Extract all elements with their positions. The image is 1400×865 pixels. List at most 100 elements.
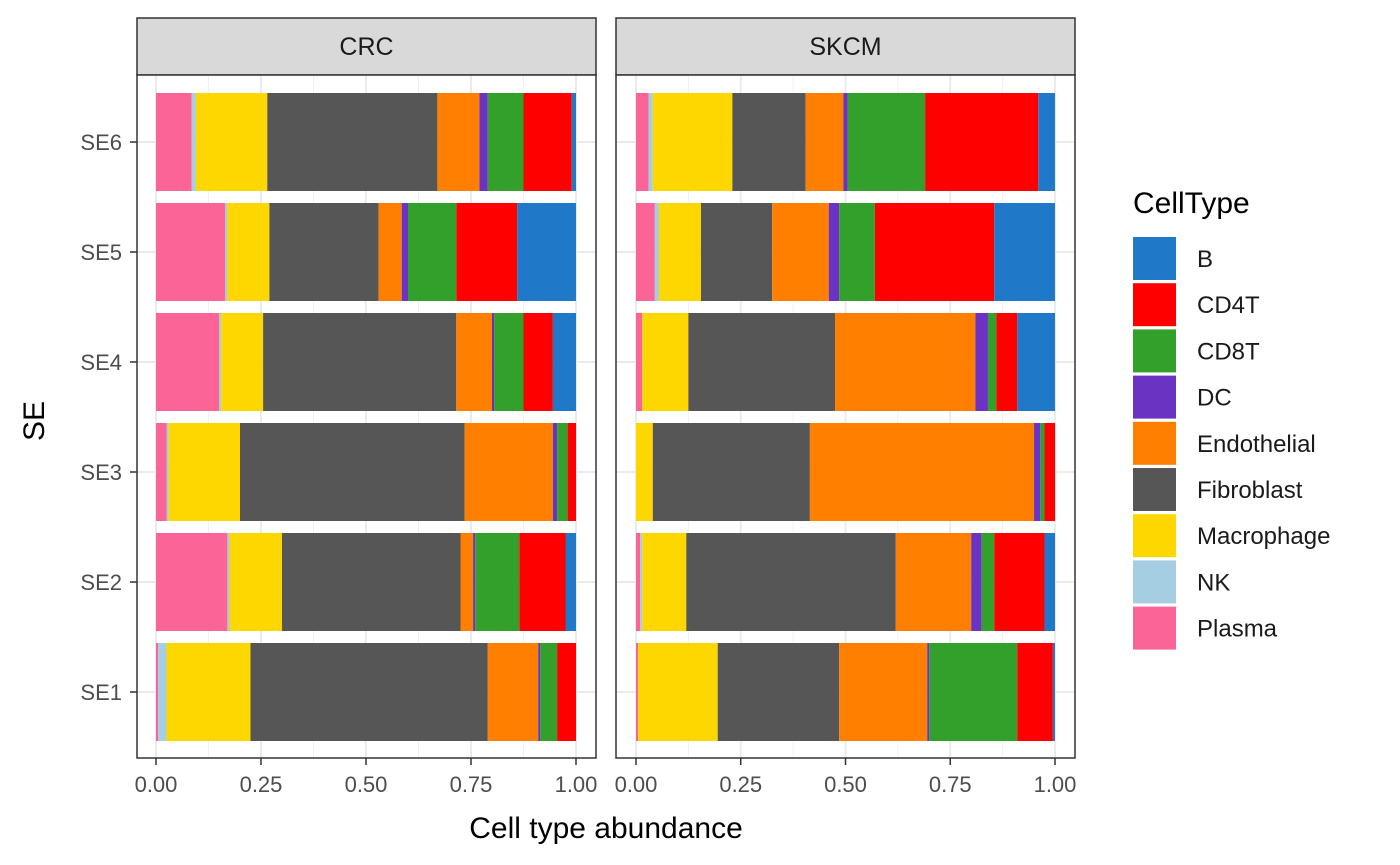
bar-segment-dc	[828, 203, 840, 301]
bar-segment-cd8t	[557, 423, 568, 521]
bar-segment-endothelial	[772, 203, 829, 301]
bar-segment-macrophage	[195, 93, 268, 191]
x-tick-label: 0.50	[824, 772, 867, 797]
bar-segment-b	[1038, 93, 1055, 191]
panel-title-skcm: SKCM	[809, 33, 881, 61]
bar-segment-cd4t	[519, 533, 566, 631]
panel-strip-crc: CRC	[136, 17, 597, 76]
bar-segment-b	[1052, 643, 1055, 741]
bar-segment-cd4t	[996, 313, 1018, 411]
legend-key-cd4t	[1133, 283, 1176, 327]
bar-segment-nk	[166, 423, 169, 521]
x-axis-title: Cell type abundance	[469, 812, 743, 845]
bar-segment-cd4t	[1044, 423, 1055, 521]
bar-segment-macrophage	[652, 93, 733, 191]
x-tick-label: 0.50	[345, 772, 388, 797]
bar-segment-cd8t	[1040, 423, 1045, 521]
bar-segment-endothelial	[487, 643, 539, 741]
bar-segment-plasma	[636, 203, 655, 301]
bar-segment-fibroblast	[688, 313, 836, 411]
bar-segment-endothelial	[460, 533, 474, 631]
bar-segment-fibroblast	[700, 203, 773, 301]
bar-segment-cd4t	[557, 643, 576, 741]
bar-segment-fibroblast	[240, 423, 465, 521]
bar-segment-nk	[225, 203, 228, 301]
bar-segment-cd4t	[994, 533, 1045, 631]
bar-segment-nk	[227, 533, 230, 631]
bar-segment-macrophage	[168, 423, 240, 521]
bar-segment-plasma	[156, 533, 228, 631]
bar-segment-cd8t	[540, 643, 558, 741]
bar-segment-macrophage	[227, 203, 270, 301]
bar-segment-cd8t	[475, 533, 520, 631]
bar-segment-b	[571, 93, 576, 191]
bar-segment-dc	[401, 203, 408, 301]
plot-panel-skcm	[615, 74, 1076, 759]
bar-segment-plasma	[636, 643, 639, 741]
bar-segment-plasma	[156, 93, 192, 191]
bar-segment-cd4t	[1017, 643, 1053, 741]
y-tick-label: SE3	[80, 460, 122, 485]
y-axis: SE1 SE2 SE3 SE4 SE5 SE6	[80, 130, 137, 705]
bar-segment-endothelial	[835, 313, 976, 411]
x-axis-skcm: 0.00 0.25 0.50 0.75 1.00	[615, 758, 1077, 797]
bar-segment-cd4t	[567, 423, 576, 521]
bar-segment-macrophage	[659, 203, 701, 301]
legend-label: NK	[1197, 569, 1230, 596]
bar-segment-nk	[191, 93, 196, 191]
bar-segment-cd4t	[523, 93, 572, 191]
bar-segment-macrophage	[166, 643, 251, 741]
bar-segment-endothelial	[809, 423, 1035, 521]
legend-label: Macrophage	[1197, 523, 1330, 550]
bar-segment-macrophage	[642, 313, 689, 411]
bar-segment-b	[994, 203, 1055, 301]
bar-segment-plasma	[156, 203, 226, 301]
bar-segment-cd4t	[925, 93, 1039, 191]
panel-title-crc: CRC	[339, 33, 393, 61]
plot-panel-crc	[136, 74, 597, 759]
legend-label: B	[1197, 246, 1213, 273]
legend-label: CD4T	[1197, 292, 1260, 319]
bar-segment-plasma	[636, 313, 643, 411]
bar-segment-nk	[648, 93, 653, 191]
bar-segment-fibroblast	[250, 643, 488, 741]
bar-segment-dc	[473, 533, 476, 631]
bar-segment-endothelial	[456, 313, 492, 411]
bar-segment-nk	[654, 203, 660, 301]
y-tick-label: SE1	[80, 680, 122, 705]
bar-segment-b	[517, 203, 576, 301]
legend-label: Plasma	[1197, 616, 1278, 643]
bar-segment-dc	[971, 533, 982, 631]
bar-segment-nk	[158, 643, 167, 741]
legend-label: Fibroblast	[1197, 477, 1303, 504]
legend-key-plasma	[1133, 606, 1176, 650]
bar-segment-cd4t	[874, 203, 995, 301]
bar-segment-endothelial	[805, 93, 844, 191]
y-tick-label: SE6	[80, 130, 122, 155]
legend-key-dc	[1133, 375, 1176, 419]
x-tick-label: 1.00	[1034, 772, 1077, 797]
legend: CellType B CD4T CD8T DC Endothelial Fibr…	[1133, 187, 1330, 650]
legend-key-endothelial	[1133, 421, 1176, 465]
x-tick-label: 1.00	[555, 772, 598, 797]
bar-segment-dc	[843, 93, 848, 191]
bar-segment-macrophage	[221, 313, 264, 411]
y-tick-label: SE5	[80, 240, 122, 265]
bar-segment-dc	[1034, 423, 1041, 521]
legend-title: CellType	[1133, 187, 1250, 220]
legend-key-macrophage	[1133, 514, 1176, 558]
legend-key-nk	[1133, 560, 1176, 604]
bar-segment-endothelial	[839, 643, 928, 741]
legend-label: CD8T	[1197, 338, 1260, 365]
x-tick-label: 0.75	[929, 772, 972, 797]
bar-segment-dc	[492, 313, 495, 411]
bar-segment-macrophage	[642, 533, 687, 631]
bar-segment-dc	[479, 93, 488, 191]
x-tick-label: 0.00	[135, 772, 178, 797]
bar-segment-b	[1044, 533, 1055, 631]
bar-segment-fibroblast	[732, 93, 806, 191]
bar-segment-cd8t	[987, 313, 997, 411]
bar-segment-cd4t	[456, 203, 518, 301]
bar-segment-plasma	[156, 423, 167, 521]
y-tick-label: SE2	[80, 570, 122, 595]
